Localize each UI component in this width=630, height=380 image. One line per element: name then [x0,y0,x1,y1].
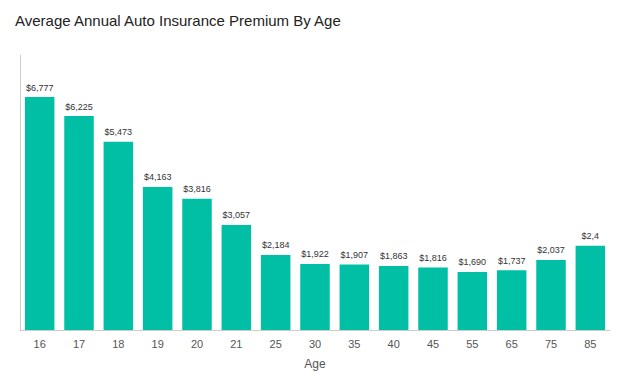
svg-text:$1,907: $1,907 [341,250,369,260]
svg-text:$2,184: $2,184 [262,240,290,250]
svg-text:$2,4: $2,4 [582,231,600,241]
svg-text:75: 75 [545,338,557,350]
svg-text:19: 19 [152,338,164,350]
svg-text:85: 85 [584,338,596,350]
svg-text:45: 45 [427,338,439,350]
svg-text:55: 55 [466,338,478,350]
svg-text:$6,777: $6,777 [26,83,54,93]
svg-text:$3,057: $3,057 [223,210,251,220]
svg-text:40: 40 [388,338,400,350]
svg-text:21: 21 [230,338,242,350]
svg-text:30: 30 [309,338,321,350]
svg-text:$5,473: $5,473 [105,127,133,137]
svg-text:$3,816: $3,816 [183,184,211,194]
svg-text:Age: Age [304,357,326,371]
svg-text:$2,037: $2,037 [537,245,565,255]
svg-text:65: 65 [506,338,518,350]
svg-text:$6,225: $6,225 [65,102,93,112]
svg-text:Average Annual Auto Insurance: Average Annual Auto Insurance Premium By… [15,12,341,29]
svg-text:25: 25 [270,338,282,350]
svg-text:20: 20 [191,338,203,350]
svg-text:$1,737: $1,737 [498,256,526,266]
svg-text:35: 35 [348,338,360,350]
svg-text:$1,816: $1,816 [419,253,447,263]
svg-text:$4,163: $4,163 [144,172,172,182]
svg-text:17: 17 [73,338,85,350]
svg-text:$1,863: $1,863 [380,251,408,261]
svg-text:18: 18 [112,338,124,350]
svg-text:16: 16 [34,338,46,350]
svg-text:$1,922: $1,922 [301,249,329,259]
svg-text:$1,690: $1,690 [459,257,487,267]
